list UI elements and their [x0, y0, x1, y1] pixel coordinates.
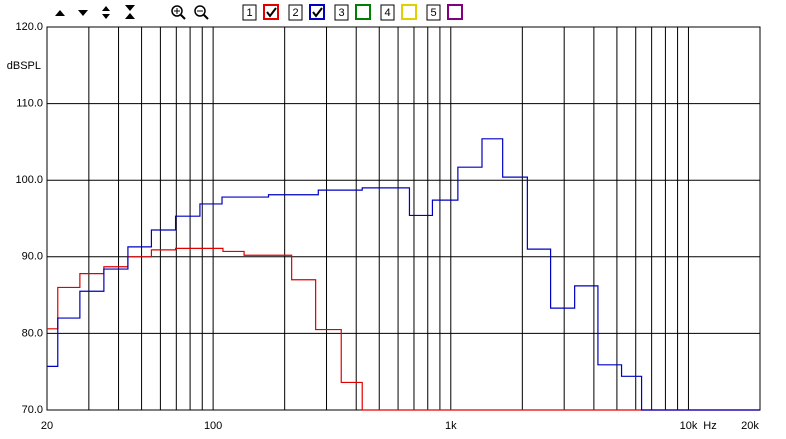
channel-checkbox[interactable] — [447, 4, 463, 20]
channel-number: 1 — [246, 7, 252, 19]
x-tick-label: 1k — [445, 420, 457, 432]
channel-checkbox[interactable] — [401, 4, 417, 20]
y-tick-label: 100.0 — [15, 174, 43, 186]
channel-number-box — [334, 4, 349, 21]
up-button[interactable] — [55, 10, 65, 16]
channel-number-box — [288, 4, 303, 21]
check-mark — [266, 7, 277, 18]
x-axis-label: Hz — [703, 420, 716, 432]
y-tick-label: 110.0 — [16, 98, 43, 110]
zoom-in[interactable] — [171, 5, 186, 20]
y-tick-label: 80.0 — [22, 327, 43, 339]
channel-number-box — [426, 4, 441, 21]
y-tick-label: 70.0 — [22, 404, 43, 416]
channel-number-box — [380, 4, 395, 21]
expand-button[interactable] — [102, 6, 110, 19]
channel-checkbox[interactable] — [355, 4, 371, 20]
down-button[interactable] — [78, 10, 88, 16]
check-mark — [312, 7, 323, 18]
series-line — [47, 247, 760, 411]
channel-number: 2 — [292, 7, 298, 19]
channel-number: 4 — [384, 7, 390, 19]
x-tick-label: 100 — [204, 420, 222, 432]
collapse-button[interactable] — [125, 5, 135, 19]
channel-checkbox[interactable] — [263, 4, 279, 20]
channel-number: 3 — [338, 7, 344, 19]
channel-number-box — [242, 4, 257, 21]
y-tick-label: 90.0 — [22, 251, 43, 263]
zoom-out[interactable] — [194, 5, 209, 20]
series-line — [47, 138, 760, 411]
y-axis-label: dBSPL — [7, 60, 41, 72]
x-tick-label: 20k — [741, 420, 759, 432]
channel-number: 5 — [430, 7, 436, 19]
channel-checkbox[interactable] — [309, 4, 325, 20]
plot-area — [46, 26, 761, 411]
toolbar-icons[interactable] — [55, 5, 209, 20]
x-tick-label: 20 — [41, 420, 53, 432]
x-tick-label: 10k — [680, 420, 698, 432]
y-tick-label: 120.0 — [15, 21, 43, 33]
